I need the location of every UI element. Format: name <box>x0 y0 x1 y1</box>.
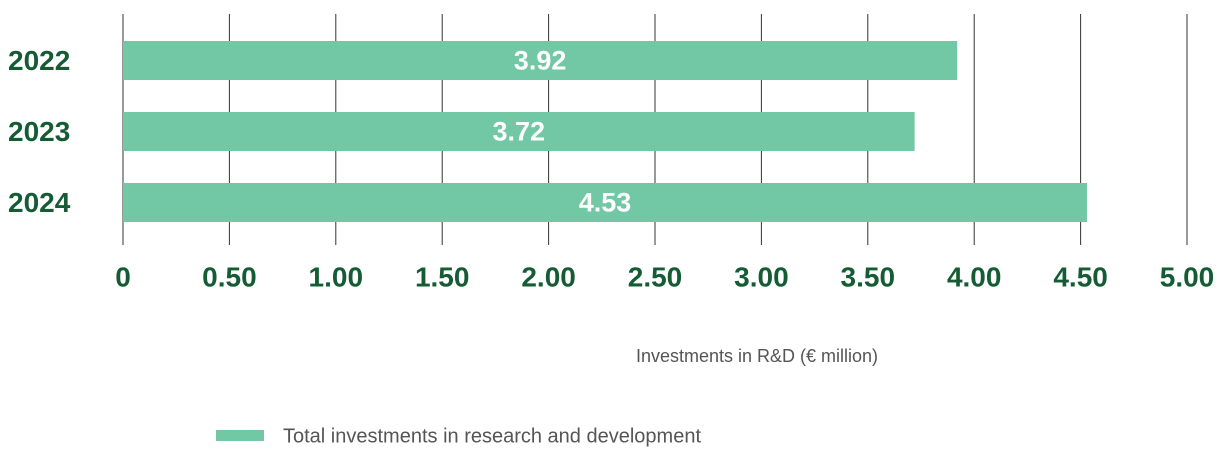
y-tick-label: 2022 <box>8 45 70 76</box>
x-axis-label: Investments in R&D (€ million) <box>636 346 878 366</box>
y-tick-label: 2024 <box>8 187 71 218</box>
x-tick-label: 2.50 <box>628 261 683 292</box>
x-tick-label: 5.00 <box>1160 261 1215 292</box>
x-tick-label: 3.50 <box>841 261 896 292</box>
legend-swatch <box>216 430 264 441</box>
x-tick-label: 2.00 <box>521 261 576 292</box>
legend-label: Total investments in research and develo… <box>283 425 701 447</box>
value-label: 4.53 <box>579 188 632 218</box>
y-tick-label: 2023 <box>8 116 70 147</box>
x-tick-label: 4.50 <box>1053 261 1108 292</box>
bar <box>123 41 958 80</box>
x-tick-label: 3.00 <box>734 261 789 292</box>
x-tick-label: 0 <box>115 261 131 292</box>
bar <box>123 183 1087 222</box>
value-label: 3.72 <box>493 117 546 147</box>
x-tick-label: 0.50 <box>202 261 257 292</box>
bar <box>123 112 915 151</box>
x-tick-label: 4.00 <box>947 261 1002 292</box>
value-label: 3.92 <box>514 46 567 76</box>
x-tick-label: 1.50 <box>415 261 470 292</box>
x-tick-label: 1.00 <box>309 261 364 292</box>
